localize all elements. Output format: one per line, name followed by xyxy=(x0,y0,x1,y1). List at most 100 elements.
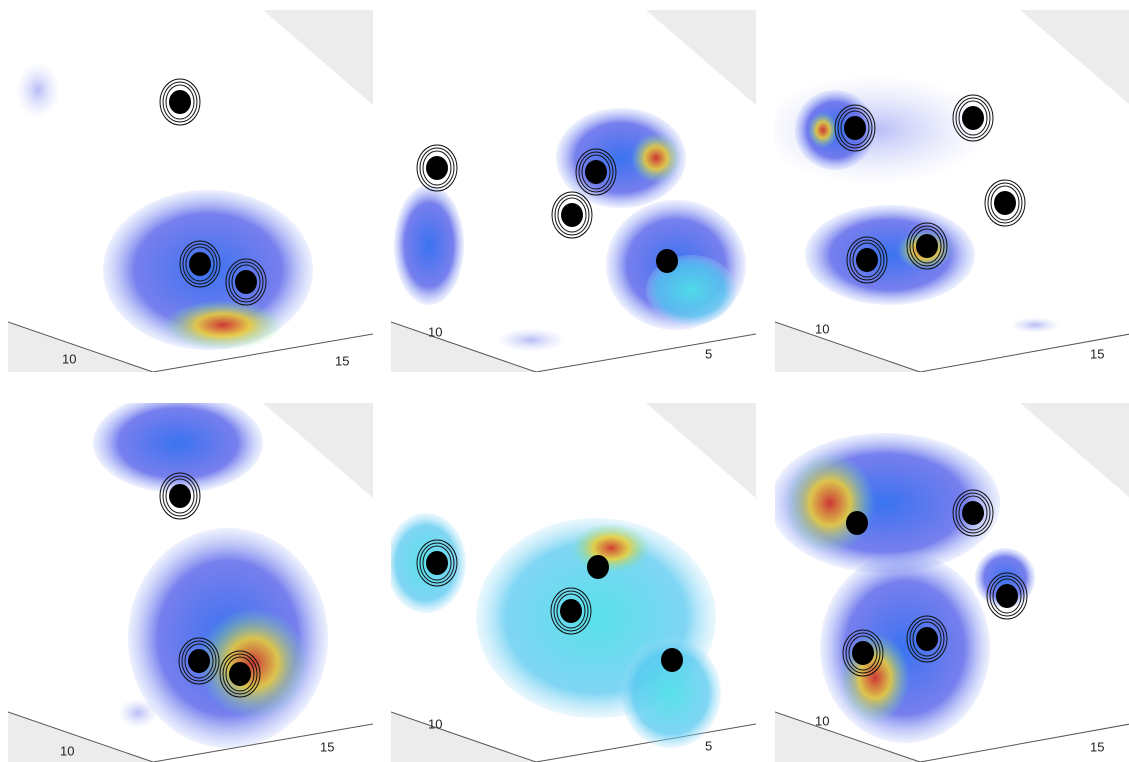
axis-line xyxy=(919,723,1129,762)
sphere-ring xyxy=(422,545,452,581)
tick-label: 10 xyxy=(62,351,76,366)
panel: 10 15 xyxy=(775,403,1129,762)
tick-label: 15 xyxy=(320,739,334,754)
sphere xyxy=(962,501,984,525)
sphere-ring xyxy=(906,222,948,270)
sphere-ring xyxy=(842,629,884,677)
sphere-ring xyxy=(225,656,255,692)
density-blob xyxy=(163,300,283,350)
tick-label: 10 xyxy=(428,716,442,731)
tick-label: 10 xyxy=(428,324,442,339)
sphere-ring xyxy=(550,587,592,635)
sphere-ring xyxy=(990,185,1020,221)
tick-label: 10 xyxy=(60,743,74,758)
sphere-ring xyxy=(837,107,873,149)
sphere-ring xyxy=(909,618,945,660)
density-blob xyxy=(621,638,721,748)
panel-background xyxy=(775,10,1129,372)
sphere xyxy=(852,641,874,665)
panel: 10 15 xyxy=(775,10,1129,372)
axis-line xyxy=(391,321,537,372)
axis-line xyxy=(8,321,154,372)
density-blob xyxy=(785,453,875,553)
sphere-ring xyxy=(849,239,885,281)
sphere xyxy=(426,156,448,180)
sphere xyxy=(188,649,210,673)
tick-label: 15 xyxy=(1090,739,1104,754)
sphere-ring xyxy=(912,228,942,264)
axis-line xyxy=(391,711,537,762)
sphere-ring xyxy=(231,264,261,300)
density-blob xyxy=(808,112,838,148)
sphere-ring xyxy=(912,621,942,657)
density-blob xyxy=(571,523,651,573)
back-plane xyxy=(1020,403,1129,498)
sphere xyxy=(916,627,938,651)
sphere-ring xyxy=(228,261,264,303)
sphere-ring xyxy=(551,191,593,239)
sphere-ring xyxy=(987,182,1023,224)
tick-label: 10 xyxy=(815,713,829,728)
sphere xyxy=(844,116,866,140)
sphere-ring xyxy=(178,637,220,685)
density-blob xyxy=(198,608,308,718)
density-blob xyxy=(93,403,263,493)
sphere xyxy=(235,270,257,294)
axis-line xyxy=(152,723,373,762)
sphere xyxy=(585,160,607,184)
sphere xyxy=(856,248,878,272)
sphere-ring xyxy=(184,643,214,679)
sphere-ring xyxy=(185,246,215,282)
sphere-ring xyxy=(557,197,587,233)
sphere-ring xyxy=(845,632,881,674)
sphere-ring xyxy=(162,81,198,123)
sphere-ring xyxy=(955,492,991,534)
back-plane xyxy=(646,10,756,105)
axis-line xyxy=(535,723,756,762)
sphere xyxy=(587,555,609,579)
sphere-ring xyxy=(554,194,590,236)
back-plane xyxy=(1020,10,1129,105)
sphere-ring xyxy=(952,489,994,537)
sphere-ring xyxy=(848,635,878,671)
sphere-ring xyxy=(846,236,888,284)
sphere-ring xyxy=(553,590,589,632)
sphere-ring xyxy=(159,472,201,520)
sphere xyxy=(656,249,678,273)
sphere-ring xyxy=(840,110,870,146)
sphere xyxy=(426,551,448,575)
sphere xyxy=(561,203,583,227)
sphere-ring xyxy=(181,640,217,682)
sphere-ring xyxy=(955,97,991,139)
sphere xyxy=(169,484,191,508)
tick-label: 15 xyxy=(335,353,349,368)
sphere-ring xyxy=(575,148,617,196)
sphere xyxy=(996,584,1018,608)
panel: 10 15 xyxy=(8,403,373,762)
sphere xyxy=(560,599,582,623)
sphere-ring xyxy=(165,84,195,120)
density-blob xyxy=(631,133,681,183)
sphere-ring xyxy=(162,475,198,517)
tick-label: 5 xyxy=(705,738,712,753)
axis-line xyxy=(775,321,921,372)
axis-line xyxy=(152,333,373,372)
density-blob xyxy=(16,62,60,118)
sphere-ring xyxy=(416,539,458,587)
tick-label: 10 xyxy=(815,321,829,336)
density-blob xyxy=(556,108,686,208)
sphere-ring xyxy=(909,225,945,267)
back-plane xyxy=(646,403,756,498)
sphere-ring xyxy=(165,478,195,514)
sphere-ring xyxy=(416,144,458,192)
sphere-ring xyxy=(222,653,258,695)
axis-line xyxy=(535,333,756,372)
sphere-ring xyxy=(556,593,586,629)
density-blob xyxy=(820,553,990,743)
sphere-ring xyxy=(906,615,948,663)
sphere xyxy=(189,252,211,276)
sphere-ring xyxy=(992,578,1022,614)
density-blob xyxy=(394,185,464,305)
sphere xyxy=(661,648,683,672)
sphere-ring xyxy=(834,104,876,152)
